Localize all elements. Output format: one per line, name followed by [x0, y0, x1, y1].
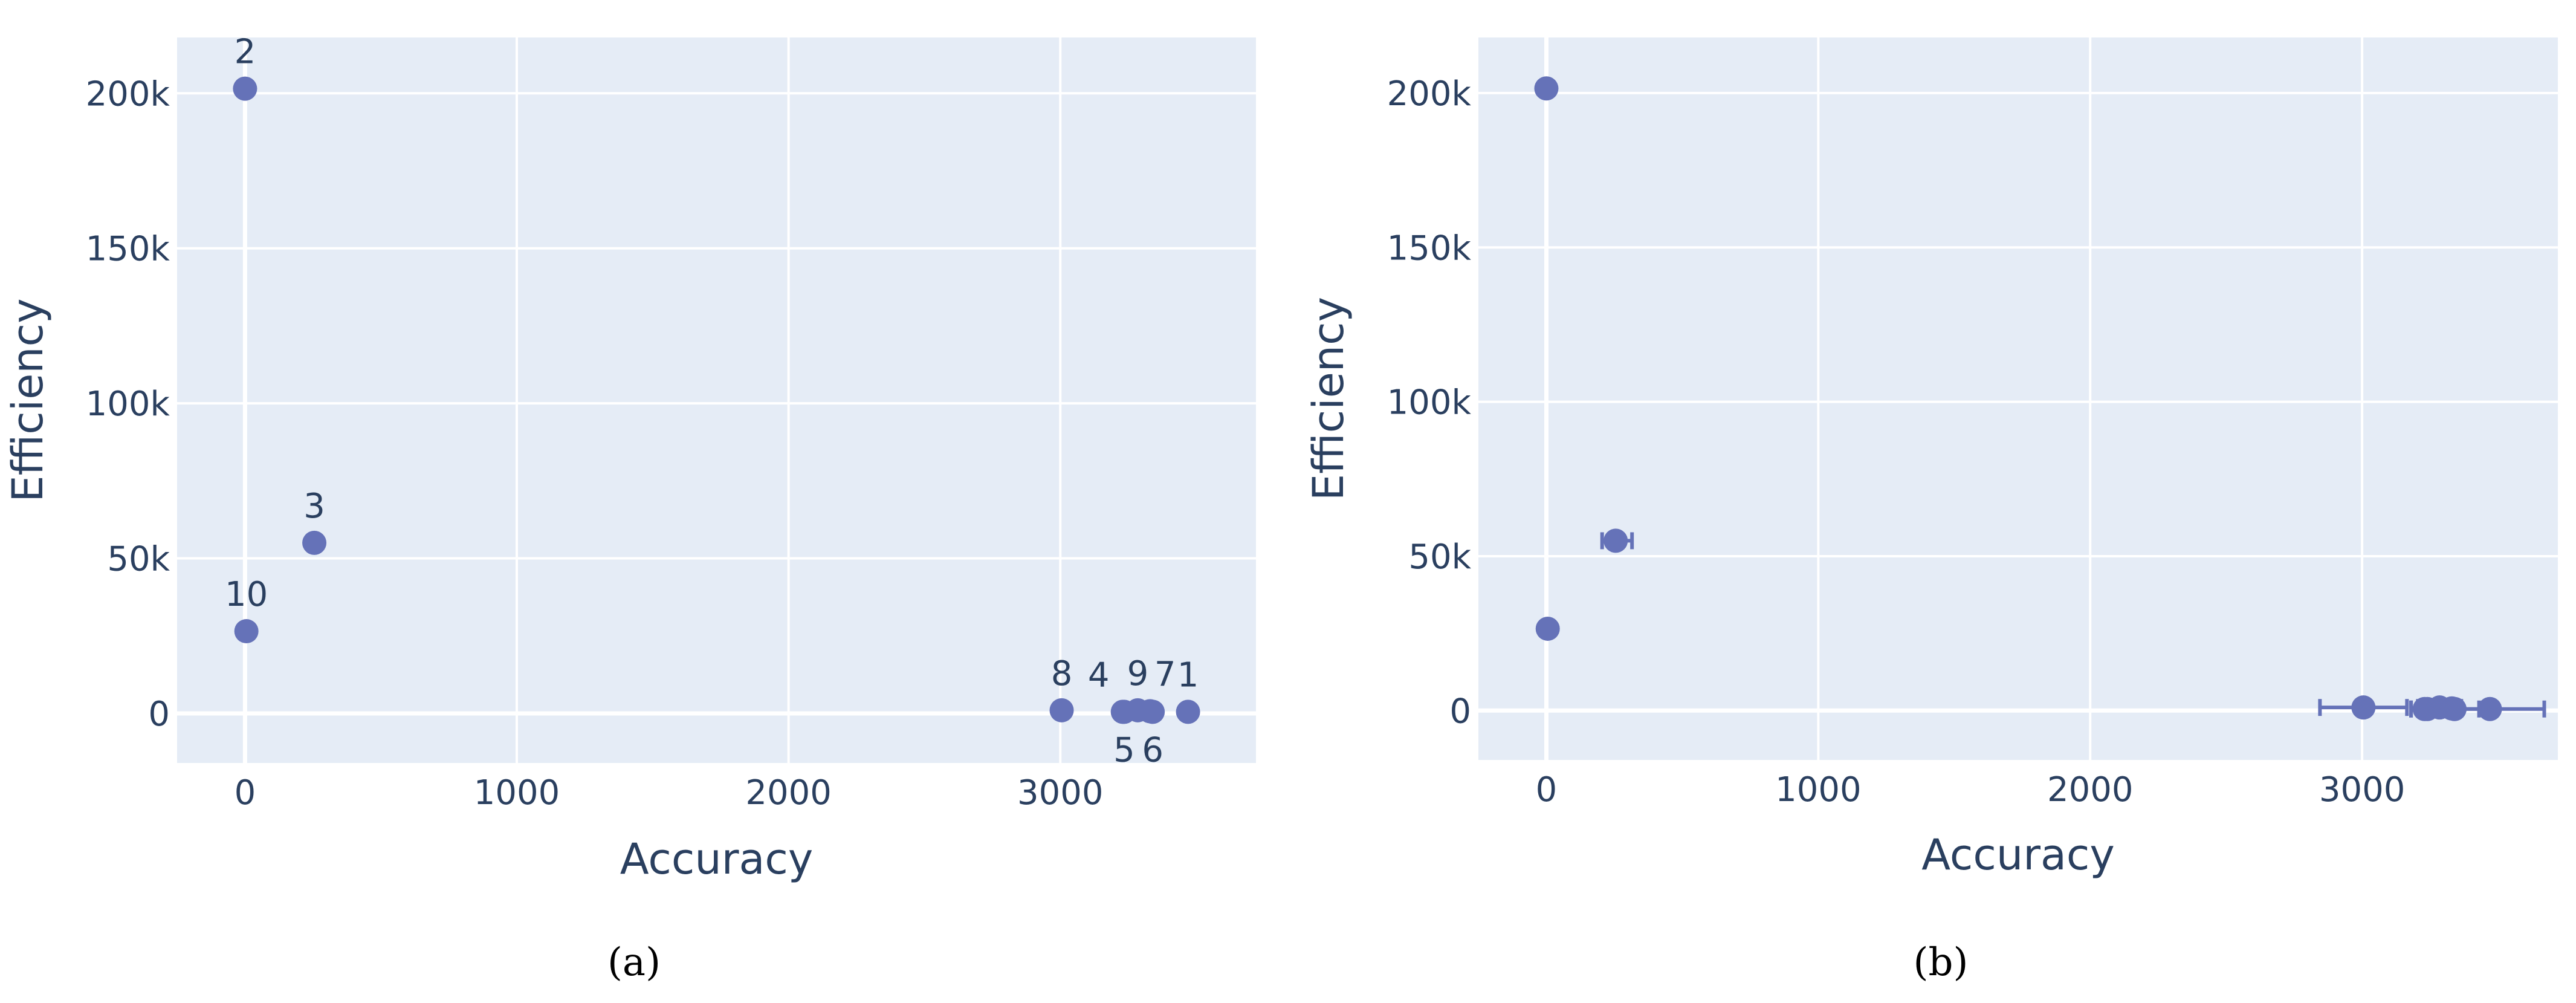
panel-b-data-point [2351, 695, 2376, 720]
panel-b-data-point [1534, 76, 1559, 101]
panel-a-caption: (a) [607, 940, 661, 985]
panel-a-data-point [302, 530, 327, 555]
panel-b-data-point [1535, 616, 1560, 641]
panel-a-point-label: 2 [235, 33, 256, 72]
panel-a-point-label: 5 [1113, 730, 1135, 770]
panel-a-data-point [234, 619, 259, 644]
panel-b-plot-area [1478, 37, 2558, 760]
panel-a-point-label: 1 [1177, 655, 1199, 695]
panel-b-y-axis-title: Efficiency [1304, 297, 1353, 501]
panel-a-point-label: 3 [303, 487, 325, 526]
panel-b-y-tick-label: 150k [1387, 229, 1472, 268]
panel-a-x-tick-label: 2000 [745, 773, 832, 813]
panel-a-y-tick-label: 100k [86, 385, 170, 424]
panel-a-plot-area [177, 37, 1256, 763]
panel-a-x-axis-title: Accuracy [620, 834, 814, 884]
panel-a-point-label: 6 [1142, 730, 1163, 770]
panel-b-x-tick-label: 0 [1536, 770, 1558, 810]
panel-a-x-tick-label: 1000 [474, 773, 560, 813]
panel-a-point-label: 10 [225, 575, 268, 614]
panel-a-point-label: 4 [1088, 655, 1110, 695]
panel-a-y-tick-label: 150k [86, 230, 170, 269]
panel-a-y-tick-label: 200k [86, 74, 170, 114]
panel-b-y-tick-label: 200k [1387, 74, 1472, 114]
panel-b-y-tick-label: 0 [1449, 692, 1471, 731]
panel-b-data-point [2477, 696, 2502, 721]
panel-b-x-tick-label: 3000 [2319, 770, 2406, 810]
panel-a-point-label: 7 [1154, 655, 1176, 694]
panel-a: 0 1000 2000 3000 0 50k 100k 150k 200k Accuracy Eff… [3, 33, 1256, 884]
panel-a-x-tick-label: 0 [235, 773, 256, 813]
panel-a-point-label: 8 [1051, 654, 1073, 693]
panel-b-data-point [2427, 695, 2452, 720]
panel-a-data-point [1049, 698, 1074, 722]
panel-b-y-tick-label: 100k [1387, 383, 1472, 423]
panel-a-x-tick-label: 3000 [1017, 773, 1104, 813]
panel-b-x-axis-title: Accuracy [1921, 830, 2115, 880]
panel-b-x-tick-label: 1000 [1775, 770, 1862, 810]
panel-a-data-point [1125, 698, 1150, 722]
panel-b-caption: (b) [1914, 940, 1969, 985]
panel-a-point-label: 9 [1127, 654, 1149, 693]
panel-b-data-point [1604, 528, 1628, 553]
panel-a-data-point [1176, 700, 1200, 724]
panel-a-y-tick-label: 0 [148, 695, 170, 734]
panel-a-data-point [233, 76, 257, 101]
panel-b-x-tick-label: 2000 [2047, 770, 2134, 810]
panel-a-y-axis-title: Efficiency [3, 298, 53, 502]
panel-b: 0 1000 2000 3000 0 50k 100k 150k 200k Accuracy Eff… [1304, 37, 2558, 880]
panel-b-y-tick-label: 50k [1408, 537, 1471, 577]
panel-a-y-tick-label: 50k [107, 540, 170, 579]
